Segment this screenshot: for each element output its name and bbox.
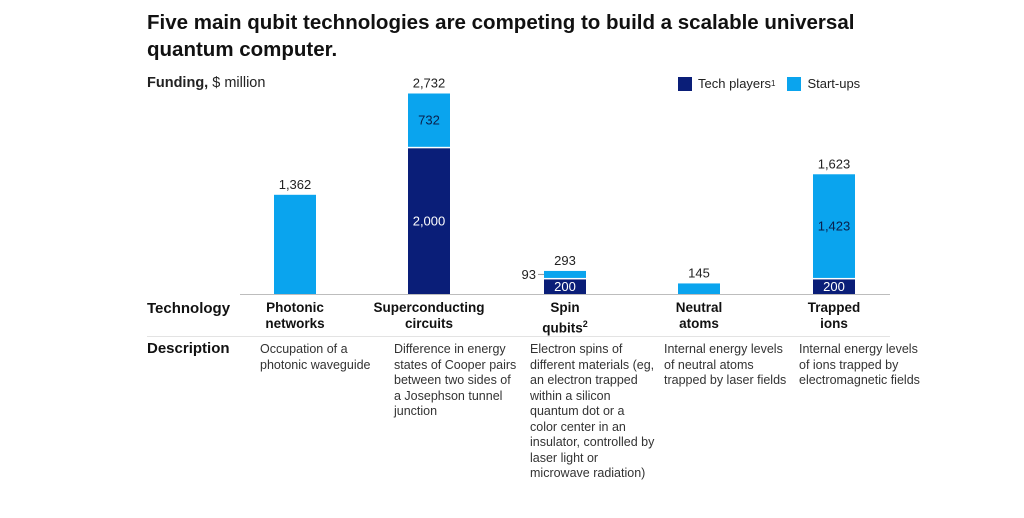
technology-description: Occupation of a photonic waveguide bbox=[260, 342, 371, 372]
y-axis-label-bold: Funding, bbox=[147, 75, 209, 91]
legend: Tech players 1 Start-ups bbox=[678, 76, 872, 91]
baseline bbox=[240, 294, 890, 295]
technology-name: Neutral atoms bbox=[675, 300, 723, 331]
data-label-tech-players: 2,000 bbox=[413, 214, 446, 229]
row-label-description: Description bbox=[147, 340, 230, 357]
data-label-total: 1,362 bbox=[279, 177, 312, 192]
technology-name: Spin qubits2 bbox=[542, 300, 588, 336]
legend-item-start-ups: Start-ups bbox=[787, 76, 860, 91]
technology-description: Internal energy levels of neutral atoms … bbox=[664, 342, 787, 387]
data-label-start-ups: 1,423 bbox=[818, 219, 851, 234]
technology-name: Trapped ions bbox=[807, 300, 861, 331]
legend-label: Start-ups bbox=[807, 76, 861, 91]
data-label-tech-players: 200 bbox=[554, 279, 576, 294]
row-label-technology: Technology bbox=[147, 300, 231, 317]
bar-start-ups bbox=[678, 283, 720, 294]
data-label-total: 145 bbox=[688, 265, 710, 280]
chart-plot: 1,362 2,000 732 2,732 200 93 293 145 200 1,423 1,6… bbox=[274, 76, 855, 294]
data-label-total: 293 bbox=[554, 253, 576, 268]
bar-start-ups bbox=[274, 194, 316, 294]
legend-swatch-start-ups bbox=[787, 76, 802, 91]
y-axis-label-unit: $ million bbox=[208, 75, 266, 91]
technology-description: Internal energy levels of ions trapped b… bbox=[799, 342, 920, 387]
data-label-total: 1,623 bbox=[818, 156, 851, 171]
data-label-start-ups: 93 bbox=[522, 267, 536, 282]
divider bbox=[147, 336, 890, 337]
footnote-marker: 1 bbox=[770, 79, 776, 88]
legend-item-tech-players: Tech players 1 bbox=[678, 76, 775, 91]
chart-title: Five main qubit technologies are competi… bbox=[147, 11, 855, 61]
technology-name: Photonic networks bbox=[265, 300, 325, 331]
data-label-total: 2,732 bbox=[413, 76, 446, 91]
bar-tech-players bbox=[408, 148, 450, 294]
bar-tech-players bbox=[813, 279, 855, 294]
legend-swatch-tech-players bbox=[678, 76, 692, 91]
data-label-start-ups: 732 bbox=[418, 113, 440, 128]
legend-label: Tech players bbox=[698, 76, 771, 91]
bar-tech-players bbox=[544, 279, 586, 294]
technology-description: Electron spins of different materials (e… bbox=[530, 342, 655, 480]
y-axis-label: Funding, $ million bbox=[147, 75, 265, 91]
technology-name: Superconducting circuits bbox=[373, 300, 485, 331]
bar-start-ups bbox=[408, 93, 450, 147]
bar-start-ups bbox=[544, 270, 586, 278]
data-label-tech-players: 200 bbox=[823, 279, 845, 294]
footnote-marker: 2 bbox=[582, 319, 588, 329]
bar-start-ups bbox=[813, 174, 855, 278]
technology-description: Difference in energy states of Cooper pa… bbox=[394, 342, 517, 418]
